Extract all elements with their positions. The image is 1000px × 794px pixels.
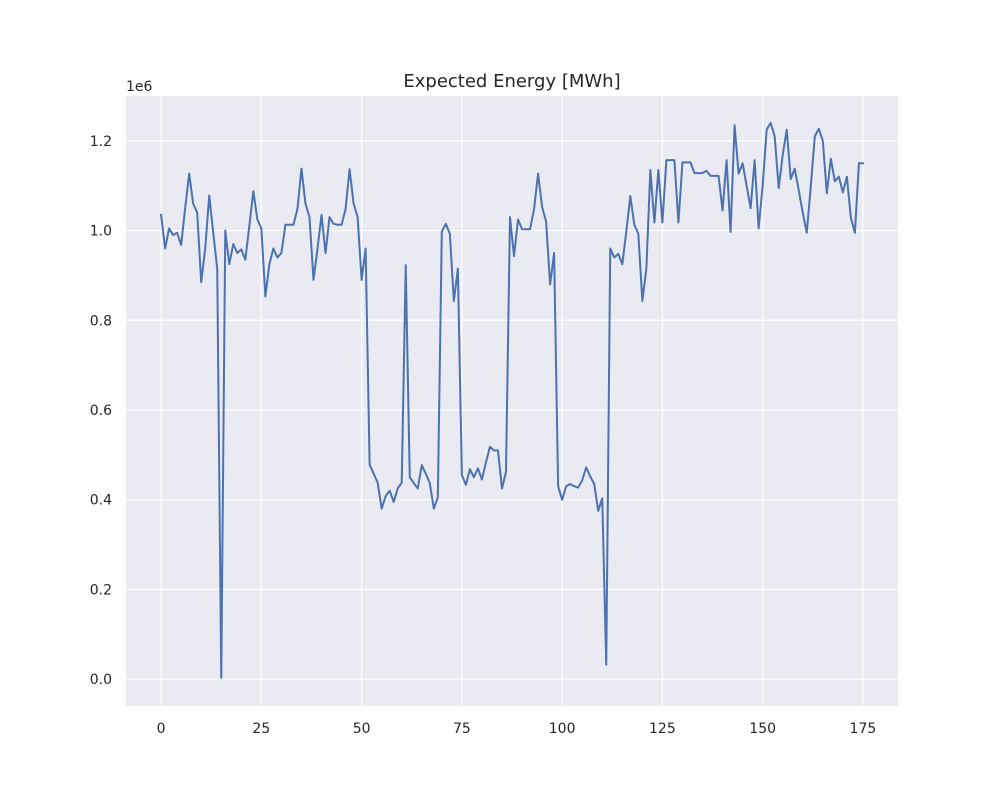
y-tick-label: 0.0 [90,672,112,688]
chart-title: Expected Energy [MWh] [403,71,620,92]
series-layer [159,121,864,679]
y-tick-label: 0.6 [90,403,112,419]
x-tick-label: 150 [749,721,776,737]
x-tick-label: 100 [549,721,576,737]
y-tick-label: 1.0 [90,224,112,240]
series-line [159,121,864,679]
x-tick-label: 75 [453,721,471,737]
x-tick-label: 125 [649,721,676,737]
x-tick-label: 25 [252,721,270,737]
y-axis-offset-label: 1e6 [126,79,153,95]
y-tick-label: 0.2 [90,582,112,598]
axis-ticks: 0 25 50 75 100 125 150 175 0.0 0.2 0.4 0.6 0.8 1.0 1.2 [90,134,877,737]
x-tick-label: 0 [157,721,166,737]
y-tick-label: 1.2 [90,134,112,150]
x-tick-label: 50 [353,721,371,737]
plot-area [126,96,898,706]
y-tick-label: 0.8 [90,313,112,329]
x-tick-label: 175 [850,721,877,737]
y-tick-label: 0.4 [90,493,112,509]
